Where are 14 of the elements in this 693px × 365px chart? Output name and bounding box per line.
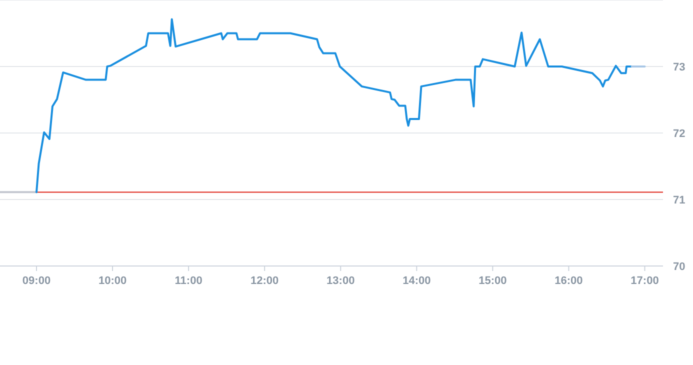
x-tick-label: 17:00 [630, 275, 659, 287]
x-tick-label: 11:00 [174, 275, 202, 287]
y-tick-label: 72 [673, 128, 686, 140]
x-tick-label: 15:00 [478, 275, 507, 287]
x-tick-label: 13:00 [326, 275, 355, 287]
x-tick-label: 10:00 [98, 275, 127, 287]
y-tick-label: 71 [673, 194, 686, 206]
x-tick-label: 14:00 [402, 275, 431, 287]
x-tick-label: 16:00 [554, 275, 583, 287]
y-tick-label: 73 [673, 62, 686, 74]
line-series [35, 18, 633, 194]
y-tick-label: 70 [673, 261, 686, 273]
x-tick-label: 12:00 [250, 275, 279, 287]
x-tick-label: 09:00 [22, 275, 51, 287]
